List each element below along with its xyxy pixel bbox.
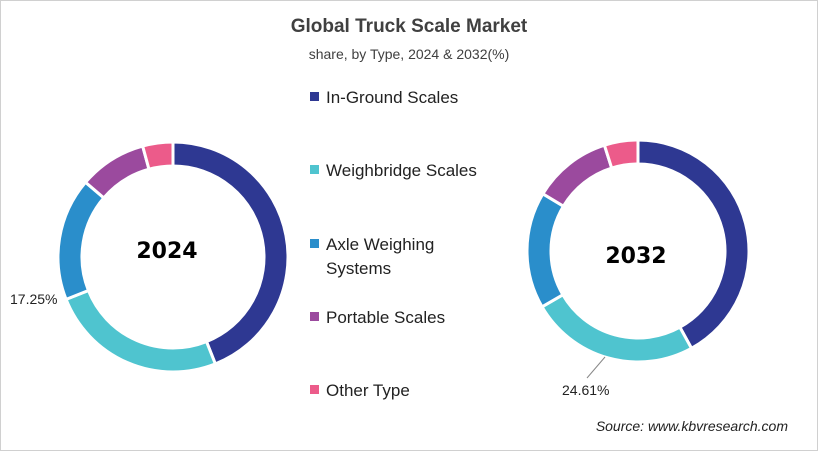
donut-2024 <box>56 140 290 374</box>
legend-item-axle-weighing: Axle Weighing Systems <box>310 233 460 281</box>
donut-segment-axle-weighing-systems <box>56 180 106 302</box>
legend-swatch-icon <box>310 92 319 101</box>
legend-swatch-icon <box>310 312 319 321</box>
legend-swatch-icon <box>310 239 319 248</box>
legend-label: Other Type <box>326 381 410 400</box>
legend-label: Weighbridge Scales <box>326 161 477 180</box>
donut-segment-other-type <box>602 138 640 170</box>
donut-2024-callout: 17.25% <box>10 291 57 307</box>
donut-2024-center-label: 2024 <box>136 239 197 264</box>
legend-swatch-icon <box>310 385 319 394</box>
chart-title: Global Truck Scale Market <box>290 16 528 37</box>
donut-2032-callout: 24.61% <box>562 382 609 398</box>
donut-segment-weighbridge-scales <box>64 288 218 374</box>
callout-leader-line <box>586 356 606 379</box>
source-note: Source: www.kbvresearch.com <box>595 418 788 434</box>
legend-swatch-icon <box>310 165 319 174</box>
donut-segment-portable-scales <box>83 144 151 201</box>
legend-item-other: Other Type <box>310 379 510 403</box>
donut-segment-axle-weighing-systems <box>525 191 566 309</box>
donut-2032-center-label: 2032 <box>605 244 666 269</box>
donut-segment-weighbridge-scales <box>540 292 694 364</box>
legend-label: Axle Weighing Systems <box>326 235 435 278</box>
legend-item-portable: Portable Scales <box>310 306 510 330</box>
donut-2032 <box>525 138 751 364</box>
legend-label: Portable Scales <box>326 308 446 327</box>
legend-item-in-ground: In-Ground Scales <box>310 86 510 110</box>
donut-segment-other-type <box>140 140 175 172</box>
donut-segment-portable-scales <box>540 143 614 209</box>
legend-item-weighbridge: Weighbridge Scales <box>310 159 510 183</box>
chart-subtitle: share, by Type, 2024 & 2032(%) <box>308 46 510 62</box>
legend-label: In-Ground Scales <box>326 88 459 107</box>
